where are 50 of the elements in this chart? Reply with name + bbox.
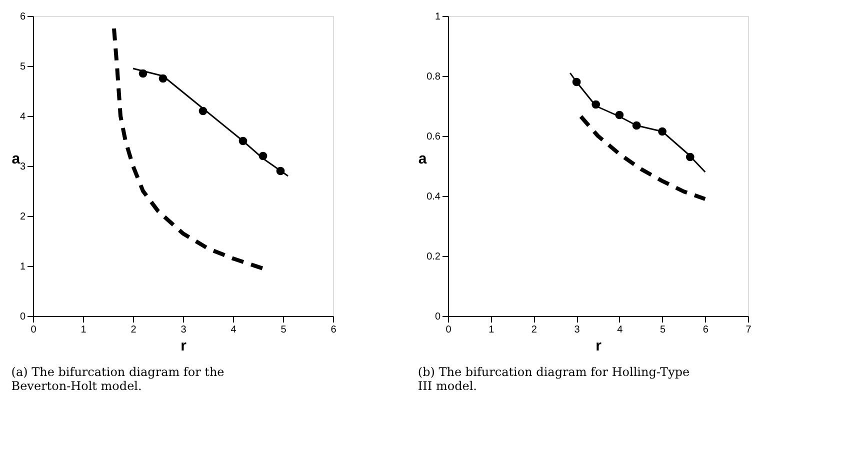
point xyxy=(258,152,268,160)
line-series xyxy=(578,114,708,201)
x-tick-label: 5 xyxy=(660,324,666,336)
x-tick-label: 1 xyxy=(488,324,495,336)
x-tick-label: 7 xyxy=(746,324,752,336)
line-series xyxy=(132,68,289,177)
y-tick-label: 0.8 xyxy=(426,72,441,82)
point xyxy=(615,110,624,120)
x-tick-label: 4 xyxy=(230,324,237,336)
y-tick-label: 2 xyxy=(20,212,26,222)
point xyxy=(592,100,600,109)
y-tick-label: 5 xyxy=(20,62,26,72)
point xyxy=(572,78,581,86)
point xyxy=(198,106,208,116)
line-series xyxy=(112,26,265,270)
x-tick-label: 6 xyxy=(330,324,337,336)
line-series xyxy=(569,72,706,173)
text: (b) The bifurcation diagram for Holling-Type III model. xyxy=(418,365,690,393)
y-tick-label: 0.2 xyxy=(426,252,441,262)
y-tick-label: 1 xyxy=(20,262,26,272)
x-tick-label: 4 xyxy=(617,324,624,336)
point xyxy=(138,69,148,78)
y-tick-label: 0.6 xyxy=(426,132,441,142)
text: (a) The bifurcation diagram for the Beverton-Holt model. xyxy=(11,365,224,393)
point xyxy=(238,136,248,146)
x-axis-title: r xyxy=(596,338,602,354)
y-axis-title: a xyxy=(12,150,21,168)
y-tick-label: 0 xyxy=(434,312,441,322)
point xyxy=(658,127,666,136)
point xyxy=(686,152,694,162)
x-tick-label: 2 xyxy=(130,324,137,336)
y-tick-label: 0 xyxy=(20,312,26,322)
x-tick-label: 1 xyxy=(80,324,87,336)
y-tick-label: 0.4 xyxy=(426,192,441,202)
x-tick-label: 2 xyxy=(531,324,538,336)
x-tick-label: 5 xyxy=(280,324,287,336)
point xyxy=(276,166,285,176)
point xyxy=(158,74,168,83)
x-tick-label: 0 xyxy=(30,324,37,336)
y-tick-label: 1 xyxy=(434,12,441,22)
y-tick-label: 3 xyxy=(20,162,26,172)
x-tick-label: 3 xyxy=(574,324,580,336)
y-tick-label: 6 xyxy=(20,12,26,22)
x-tick-label: 3 xyxy=(180,324,187,336)
point xyxy=(632,121,641,130)
y-axis-title: a xyxy=(418,150,428,168)
x-axis-title: r xyxy=(180,338,187,354)
x-tick-label: 6 xyxy=(702,324,709,336)
y-tick-label: 4 xyxy=(20,112,26,122)
x-tick-label: 0 xyxy=(446,324,452,336)
